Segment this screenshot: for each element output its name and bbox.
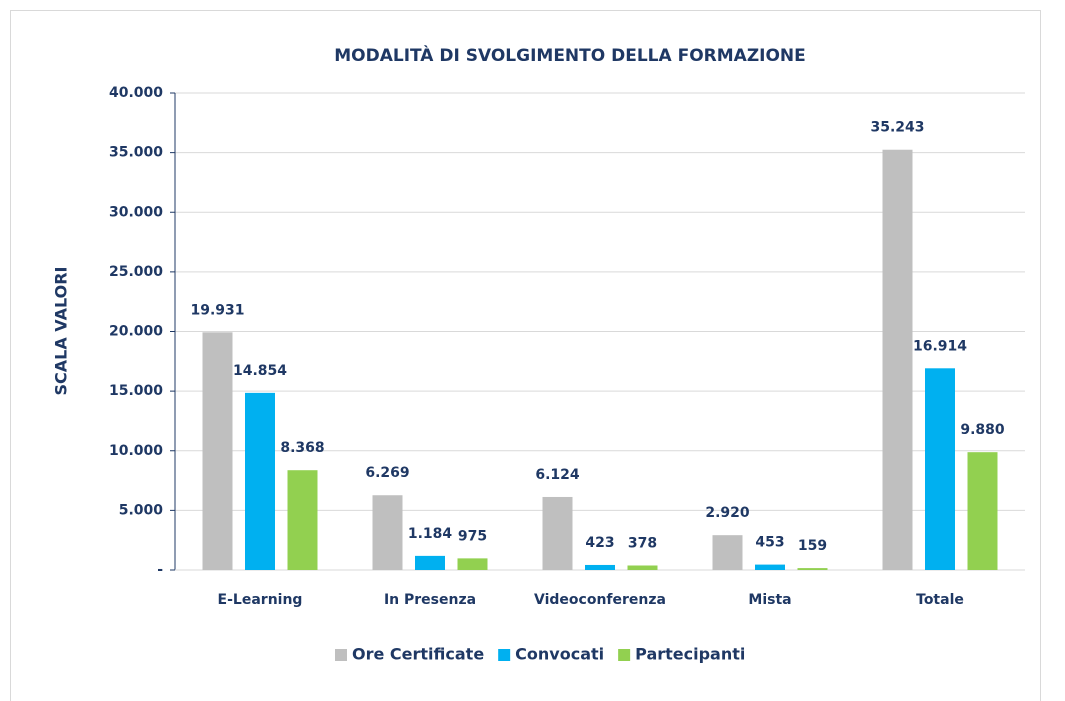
y-tick-label: 20.000 <box>109 324 163 340</box>
x-tick-label: E-Learning <box>218 592 303 608</box>
bar <box>755 564 785 570</box>
y-tick-label: 15.000 <box>109 383 163 399</box>
data-label: 6.269 <box>365 465 409 481</box>
bar <box>882 149 913 570</box>
bar <box>287 470 318 570</box>
chart-title: MODALITÀ DI SVOLGIMENTO DELLA FORMAZIONE <box>334 44 806 66</box>
legend-label: Partecipanti <box>635 645 745 664</box>
x-tick-label: Mista <box>748 592 791 608</box>
bar <box>542 496 573 570</box>
data-label: 975 <box>458 528 487 544</box>
bar <box>925 368 955 570</box>
y-tick-label: 30.000 <box>109 204 163 220</box>
data-label: 9.880 <box>960 422 1005 438</box>
data-label: 2.920 <box>705 505 750 521</box>
legend-label: Ore Certificate <box>352 645 484 664</box>
bar <box>627 565 658 570</box>
y-tick-label: 10.000 <box>109 443 163 459</box>
y-axis-label: SCALA VALORI <box>52 267 71 396</box>
bar <box>967 452 998 570</box>
y-tick-label: 25.000 <box>109 264 163 280</box>
data-label: 378 <box>628 535 657 551</box>
data-label: 1.184 <box>408 526 453 542</box>
legend-label: Convocati <box>515 645 604 664</box>
bar <box>245 392 275 570</box>
bar <box>712 535 743 570</box>
data-label: 159 <box>798 538 827 554</box>
y-tick-label: 40.000 <box>109 85 163 101</box>
bar <box>372 495 403 570</box>
legend-swatch <box>335 649 347 661</box>
legend-swatch <box>498 649 511 661</box>
x-tick-label: In Presenza <box>384 592 476 608</box>
legend-swatch <box>618 649 631 661</box>
data-label: 6.124 <box>535 467 580 483</box>
data-label: 35.243 <box>870 120 924 136</box>
bar <box>797 568 828 570</box>
data-label: 423 <box>585 535 614 551</box>
bar <box>415 555 445 570</box>
y-tick-label: - <box>157 562 163 578</box>
data-label: 16.914 <box>913 338 967 354</box>
bar <box>457 558 488 570</box>
data-label: 19.931 <box>190 302 244 318</box>
bar <box>202 332 233 570</box>
y-tick-label: 5.000 <box>119 502 164 518</box>
data-label: 8.368 <box>280 440 324 456</box>
x-tick-label: Videoconferenza <box>534 592 666 608</box>
bar <box>585 564 615 570</box>
y-tick-label: 35.000 <box>109 145 163 161</box>
data-label: 14.854 <box>233 363 287 379</box>
x-tick-label: Totale <box>916 592 964 608</box>
chart-frame <box>10 10 1041 701</box>
data-label: 453 <box>755 535 784 551</box>
